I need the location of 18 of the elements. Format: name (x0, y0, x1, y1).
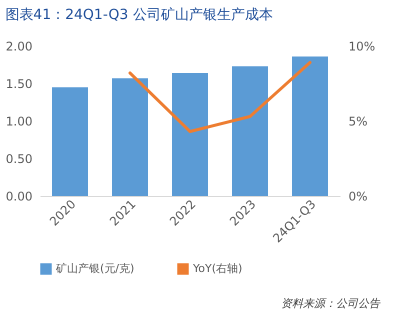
legend-label: YoY(右轴) (192, 262, 242, 275)
legend-label: 矿山产银(元/克) (55, 262, 134, 275)
bar (172, 73, 208, 196)
y-tick-label: 1.00 (6, 114, 32, 128)
y-tick-label: 0.00 (6, 190, 32, 204)
y-tick-label: 0.50 (6, 152, 32, 166)
y2-tick-label: 10% (348, 40, 376, 54)
text: 资料来源：公司公告 (281, 297, 381, 310)
bar (112, 78, 148, 196)
y-tick-label: 2.00 (6, 40, 32, 54)
bar (292, 56, 328, 196)
y2-tick-label: 5% (348, 114, 368, 128)
bar (52, 87, 88, 196)
line-series (128, 61, 312, 133)
bar (232, 66, 268, 196)
y2-tick-label: 0% (348, 190, 368, 204)
chart-title: 图表41：24Q1-Q3 公司矿山产银生产成本 (5, 7, 273, 23)
y-tick-label: 1.50 (6, 77, 32, 91)
